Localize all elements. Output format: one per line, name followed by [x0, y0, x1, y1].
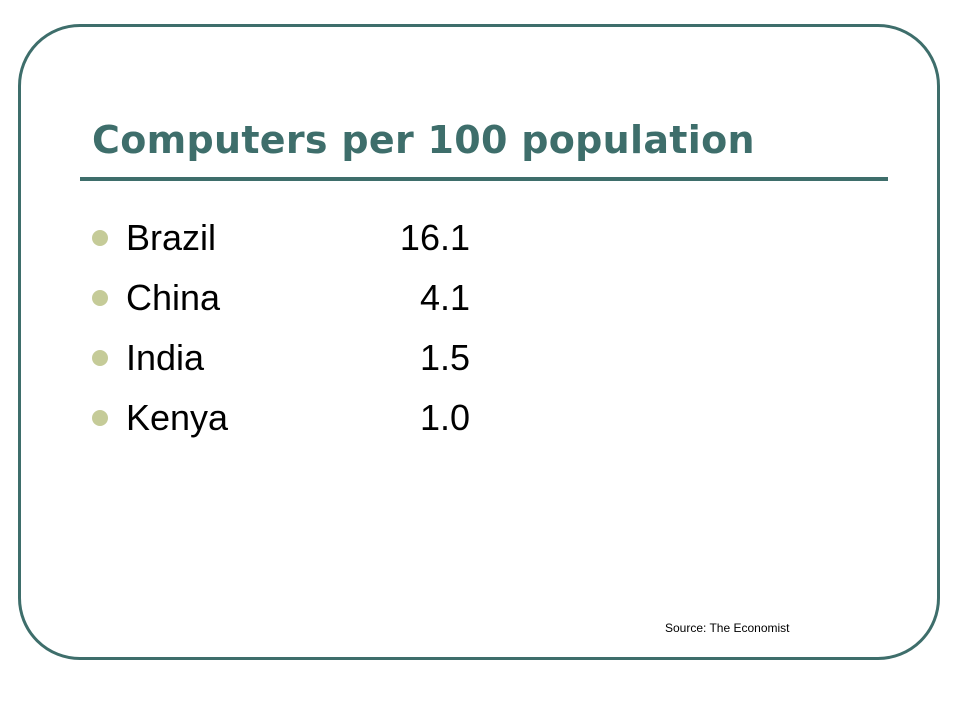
country-value: 16.1 — [399, 217, 470, 258]
country-value: 4.1 — [419, 277, 470, 318]
source-note: Source: The Economist — [665, 621, 790, 635]
slide-title: Computers per 100 population — [92, 118, 755, 162]
bullet-dot-icon — [92, 290, 108, 306]
list-item: India 1.5 — [92, 328, 470, 388]
list-item: Kenya 1.0 — [92, 388, 470, 448]
country-label: India — [126, 337, 205, 378]
bullet-dot-icon — [92, 230, 108, 246]
slide-frame — [18, 24, 940, 660]
list-item: China 4.1 — [92, 268, 470, 328]
country-label: China — [126, 277, 221, 318]
country-value: 1.5 — [419, 337, 470, 378]
bullet-dot-icon — [92, 350, 108, 366]
country-label: Kenya — [126, 397, 229, 438]
bullet-list: Brazil 16.1 China 4.1 India 1.5 Kenya 1.… — [92, 208, 470, 448]
country-value: 1.0 — [419, 397, 470, 438]
country-label: Brazil — [126, 217, 217, 258]
list-item: Brazil 16.1 — [92, 208, 470, 268]
bullet-dot-icon — [92, 410, 108, 426]
title-underline — [80, 177, 888, 181]
